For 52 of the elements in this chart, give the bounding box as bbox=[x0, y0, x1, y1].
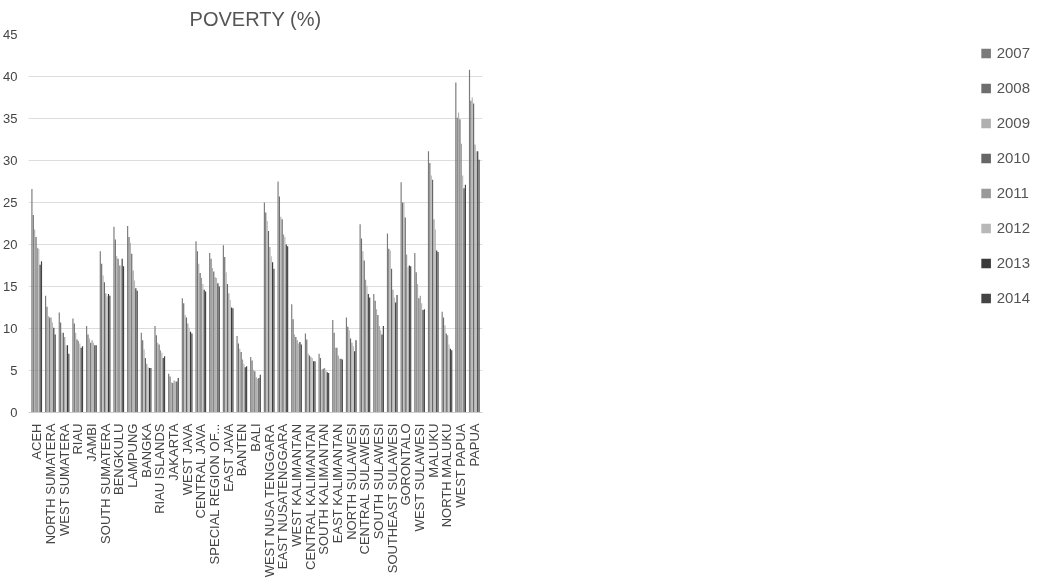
legend-label: 2009 bbox=[996, 114, 1030, 131]
x-tick-label: NORTH SUMATERA bbox=[42, 423, 58, 545]
x-tick-label: CENTRAL JAVA bbox=[193, 423, 209, 519]
y-tick-label: 10 bbox=[3, 321, 18, 336]
x-tick-label: SOUTH SUMATERA bbox=[97, 423, 113, 544]
x-tick-label: WEST JAVA bbox=[179, 423, 195, 496]
x-tick-label: BALI bbox=[248, 423, 263, 452]
x-tick-label: WEST SULAWESI bbox=[412, 423, 428, 532]
y-tick-label: 30 bbox=[3, 153, 18, 168]
x-tick-label: BANGKA bbox=[138, 423, 154, 478]
x-tick-label: SPECIAL REGION OF... bbox=[206, 423, 222, 565]
x-tick-label: RIAU ISLANDS bbox=[152, 423, 168, 514]
x-tick-label: SOUTH SULAWESI bbox=[371, 423, 387, 540]
x-tick-label: SOUTH KALIMANTAN bbox=[316, 423, 332, 555]
legend-label: 2013 bbox=[996, 254, 1030, 271]
legend-label: 2014 bbox=[996, 289, 1030, 306]
x-tick-label: WEST PAPUA bbox=[453, 423, 469, 508]
x-tick-label: LAMPUNG bbox=[124, 423, 140, 488]
legend-label: 2012 bbox=[996, 219, 1030, 236]
y-tick-label: 35 bbox=[3, 111, 18, 126]
x-tick-label: EAST NUSATENGGARA bbox=[275, 423, 291, 570]
x-tick-label: JAMBI bbox=[83, 423, 99, 462]
x-tick-label: ACEH bbox=[29, 423, 45, 460]
x-tick-label: EAST KALIMANTAN bbox=[330, 423, 346, 544]
x-tick-label: SOUTHEAST SULAWESI bbox=[384, 423, 400, 574]
legend-label: 2008 bbox=[996, 79, 1030, 96]
y-tick-label: 25 bbox=[3, 195, 18, 210]
chart-title: POVERTY (%) bbox=[189, 7, 322, 30]
x-tick-label: EAST JAVA bbox=[220, 423, 236, 492]
y-tick-label: 15 bbox=[3, 279, 18, 294]
x-tick-label: MALUKU bbox=[425, 423, 441, 478]
x-tick-label: NORTH MALUKU bbox=[439, 423, 455, 528]
x-tick-label: BENGKULU bbox=[111, 423, 127, 496]
x-tick-label: WEST NUSA TENGGARA bbox=[261, 424, 277, 578]
x-tick-label: CENTRAL KALIMANTAN bbox=[302, 423, 318, 570]
x-tick-label: BANTEN bbox=[234, 423, 250, 477]
legend-label: 2007 bbox=[996, 44, 1030, 61]
x-tick-label: PAPUA bbox=[466, 423, 482, 467]
legend-label: 2011 bbox=[996, 184, 1029, 201]
x-tick-label: WEST SUMATERA bbox=[56, 423, 72, 536]
x-tick-label: JAKARTA bbox=[165, 423, 181, 481]
y-tick-label: 0 bbox=[10, 405, 18, 420]
y-tick-label: 40 bbox=[3, 69, 18, 84]
x-tick-label: CENTRAL SULAWESI bbox=[357, 423, 373, 555]
x-tick-label: WEST KALIMANTAN bbox=[289, 423, 305, 547]
x-tick-label: NORTH SULAWESI bbox=[343, 423, 359, 540]
y-tick-label: 20 bbox=[3, 237, 18, 252]
x-tick-label: RIAU bbox=[70, 423, 86, 455]
legend-label: 2010 bbox=[996, 149, 1030, 166]
y-tick-label: 5 bbox=[10, 363, 18, 378]
x-tick-label: GORONTALO bbox=[398, 423, 414, 506]
y-tick-label: 45 bbox=[3, 27, 18, 42]
